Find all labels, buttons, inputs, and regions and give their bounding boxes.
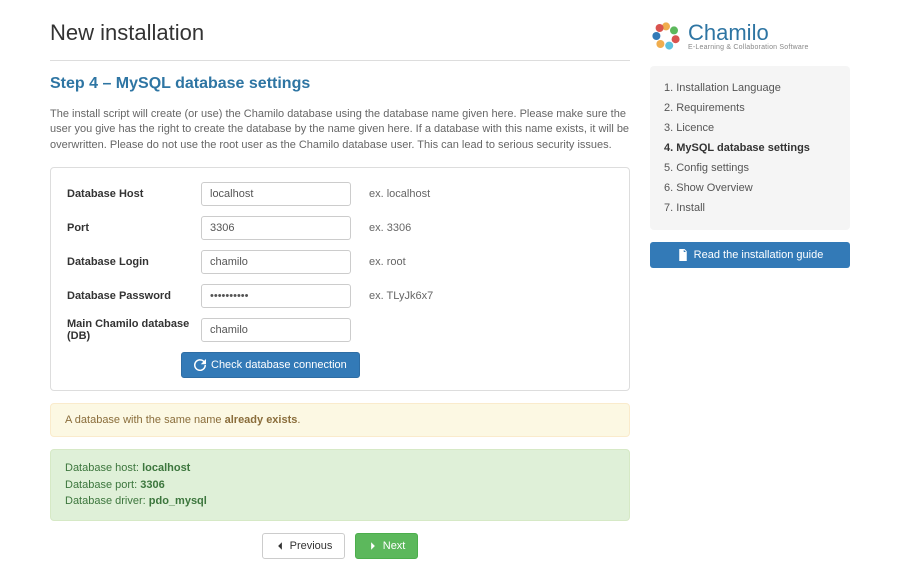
warning-prefix: A database with the same name xyxy=(65,414,225,426)
label-db-password: Database Password xyxy=(67,290,201,302)
input-db-password[interactable] xyxy=(201,284,351,308)
success-alert: Database host: localhostDatabase port: 3… xyxy=(50,449,630,521)
next-button[interactable]: Next xyxy=(355,533,419,559)
hint-db-login: ex. root xyxy=(369,256,406,268)
success-line: Database driver: pdo_mysql xyxy=(65,493,615,510)
label-db-port: Port xyxy=(67,222,201,234)
step-item: 6. Show Overview xyxy=(664,178,836,198)
step-item: 7. Install xyxy=(664,198,836,218)
input-db-login[interactable] xyxy=(201,250,351,274)
divider xyxy=(50,60,630,61)
chevron-right-icon xyxy=(368,541,378,551)
step-item: 2. Requirements xyxy=(664,98,836,118)
steps-panel: 1. Installation Language2. Requirements3… xyxy=(650,66,850,230)
check-connection-button[interactable]: Check database connection xyxy=(181,352,360,378)
next-label: Next xyxy=(383,540,406,552)
form-row-db-port: Port ex. 3306 xyxy=(67,216,613,240)
hint-db-password: ex. TLyJk6x7 xyxy=(369,290,433,302)
brand-name: Chamilo xyxy=(688,22,809,44)
installation-guide-button[interactable]: Read the installation guide xyxy=(650,242,850,268)
db-settings-panel: Database Host ex. localhost Port ex. 3306 Da… xyxy=(50,167,630,391)
warning-bold: already exists xyxy=(225,414,298,426)
previous-label: Previous xyxy=(290,540,333,552)
form-row-db-name: Main Chamilo database (DB) xyxy=(67,318,613,342)
nav-buttons: Previous Next xyxy=(50,533,630,559)
flower-icon xyxy=(650,20,682,52)
step-item: 3. Licence xyxy=(664,118,836,138)
input-db-port[interactable] xyxy=(201,216,351,240)
hint-db-host: ex. localhost xyxy=(369,188,430,200)
refresh-icon xyxy=(194,359,206,371)
step-item: 5. Config settings xyxy=(664,158,836,178)
form-row-db-login: Database Login ex. root xyxy=(67,250,613,274)
input-db-host[interactable] xyxy=(201,182,351,206)
hint-db-port: ex. 3306 xyxy=(369,222,411,234)
label-db-name: Main Chamilo database (DB) xyxy=(67,318,201,342)
success-line: Database host: localhost xyxy=(65,460,615,477)
form-row-db-password: Database Password ex. TLyJk6x7 xyxy=(67,284,613,308)
guide-label: Read the installation guide xyxy=(694,249,824,261)
check-connection-label: Check database connection xyxy=(211,359,347,371)
step-title: Step 4 – MySQL database settings xyxy=(50,75,630,93)
previous-button[interactable]: Previous xyxy=(262,533,346,559)
step-item: 1. Installation Language xyxy=(664,78,836,98)
brand-logo: Chamilo E-Learning & Collaboration Softw… xyxy=(650,20,850,52)
label-db-host: Database Host xyxy=(67,188,201,200)
page-title: New installation xyxy=(50,20,630,46)
step-item: 4. MySQL database settings xyxy=(664,138,836,158)
input-db-name[interactable] xyxy=(201,318,351,342)
step-description: The install script will create (or use) … xyxy=(50,107,630,153)
form-row-db-host: Database Host ex. localhost xyxy=(67,182,613,206)
brand-tagline: E-Learning & Collaboration Software xyxy=(688,44,809,51)
file-icon xyxy=(677,249,689,261)
chevron-left-icon xyxy=(275,541,285,551)
label-db-login: Database Login xyxy=(67,256,201,268)
success-line: Database port: 3306 xyxy=(65,477,615,494)
warning-suffix: . xyxy=(297,414,300,426)
warning-alert: A database with the same name already ex… xyxy=(50,403,630,437)
